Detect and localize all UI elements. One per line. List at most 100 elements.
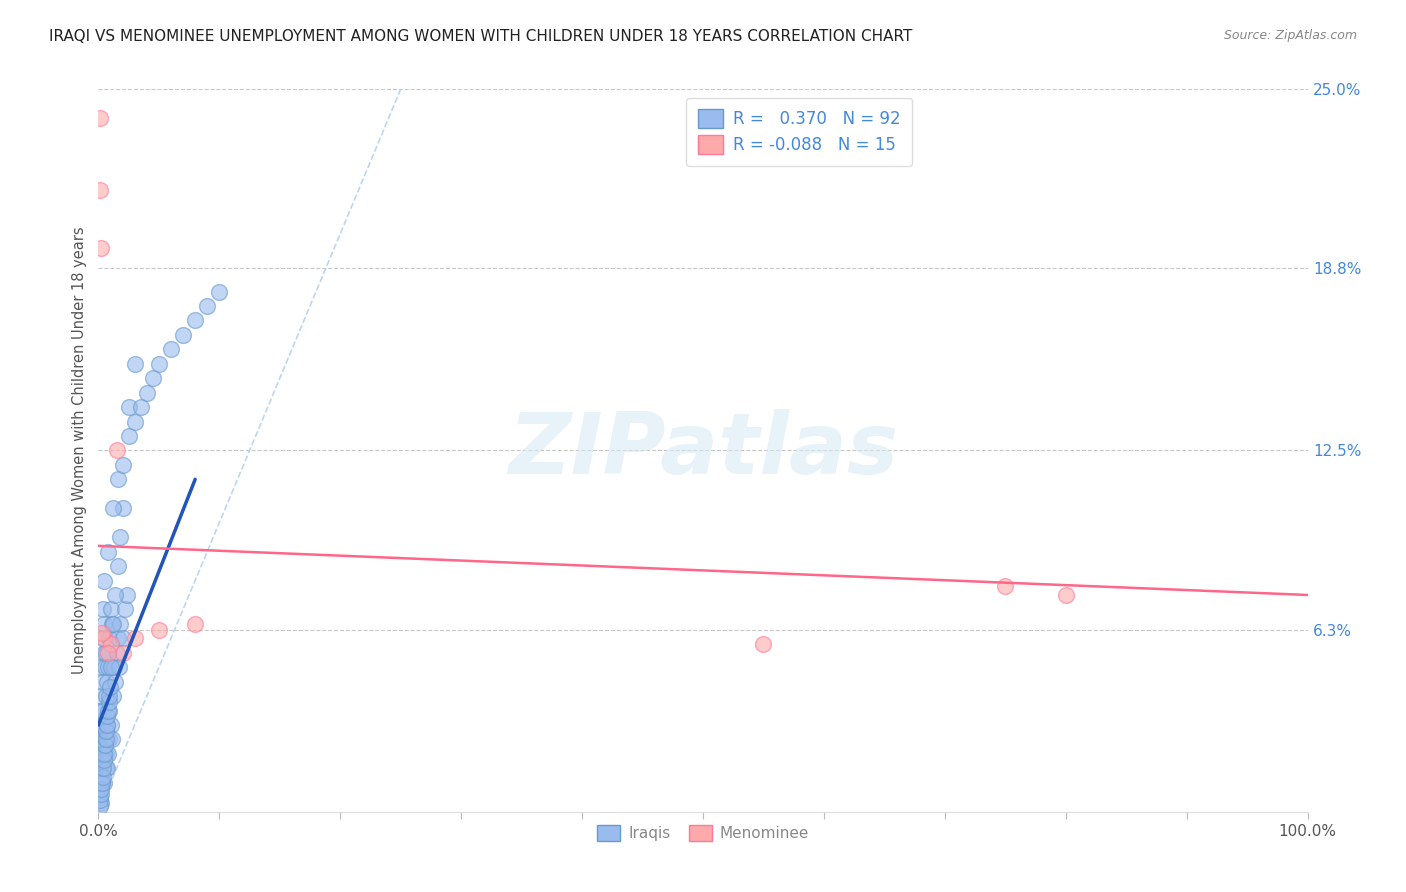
Point [135, 385, 157, 400]
Point [89, 776, 111, 790]
Point [108, 660, 131, 674]
Point [90, 796, 112, 810]
Point [91, 625, 114, 640]
Point [93, 776, 115, 790]
Point [108, 616, 131, 631]
Point [172, 327, 194, 342]
Point [90, 747, 112, 761]
Point [93, 718, 115, 732]
Point [752, 637, 775, 651]
Point [91, 674, 114, 689]
Point [91, 718, 114, 732]
Point [111, 632, 134, 646]
Point [994, 579, 1017, 593]
Point [94, 732, 117, 747]
Point [208, 285, 231, 299]
Text: ZIPatlas: ZIPatlas [508, 409, 898, 492]
Point [100, 732, 122, 747]
Point [114, 602, 136, 616]
Point [93, 747, 115, 761]
Point [91, 761, 114, 775]
Point [118, 400, 141, 414]
Point [90, 689, 112, 703]
Point [96, 718, 118, 732]
Point [100, 616, 122, 631]
Point [111, 501, 134, 516]
Point [89, 111, 111, 125]
Point [96, 709, 118, 723]
Point [142, 371, 165, 385]
Point [89, 790, 111, 805]
Point [98, 689, 121, 703]
Point [94, 732, 117, 747]
Point [107, 632, 129, 646]
Point [91, 776, 114, 790]
Y-axis label: Unemployment Among Women with Children Under 18 years: Unemployment Among Women with Children U… [72, 227, 87, 674]
Point [91, 602, 114, 616]
Point [93, 646, 115, 660]
Point [101, 501, 124, 516]
Point [90, 781, 112, 796]
Point [108, 530, 131, 544]
Point [97, 747, 120, 761]
Point [160, 343, 183, 357]
Point [96, 718, 118, 732]
Legend: Iraqis, Menominee: Iraqis, Menominee [592, 819, 814, 847]
Point [104, 588, 127, 602]
Point [98, 732, 121, 747]
Text: Source: ZipAtlas.com: Source: ZipAtlas.com [1223, 29, 1357, 43]
Point [91, 704, 114, 718]
Point [129, 400, 152, 414]
Point [90, 788, 112, 802]
Point [100, 660, 122, 674]
Point [117, 588, 139, 602]
Point [93, 753, 115, 767]
Point [97, 660, 120, 674]
Point [94, 689, 117, 703]
Point [97, 704, 120, 718]
Point [101, 689, 124, 703]
Point [96, 761, 118, 775]
Point [107, 559, 129, 574]
Point [184, 313, 207, 327]
Point [100, 718, 122, 732]
Point [97, 646, 120, 660]
Point [184, 616, 207, 631]
Point [93, 747, 115, 761]
Point [148, 357, 170, 371]
Point [90, 241, 112, 255]
Point [1054, 588, 1077, 602]
Text: IRAQI VS MENOMINEE UNEMPLOYMENT AMONG WOMEN WITH CHILDREN UNDER 18 YEARS CORRELA: IRAQI VS MENOMINEE UNEMPLOYMENT AMONG WO… [49, 29, 912, 45]
Point [89, 704, 111, 718]
Point [101, 616, 124, 631]
Point [97, 695, 120, 709]
Point [98, 632, 121, 646]
Point [96, 723, 118, 738]
Point [118, 429, 141, 443]
Point [91, 732, 114, 747]
Point [111, 458, 134, 472]
Point [89, 793, 111, 807]
Point [91, 776, 114, 790]
Point [97, 704, 120, 718]
Point [91, 770, 114, 784]
Point [98, 681, 121, 695]
Point [89, 732, 111, 747]
Point [100, 602, 122, 616]
Point [97, 544, 120, 558]
Point [195, 299, 218, 313]
Point [107, 472, 129, 486]
Point [103, 660, 125, 674]
Point [148, 623, 170, 637]
Point [105, 443, 128, 458]
Point [105, 646, 128, 660]
Point [89, 799, 111, 814]
Point [111, 646, 134, 660]
Point [89, 183, 111, 197]
Point [94, 761, 117, 775]
Point [93, 616, 115, 631]
Point [93, 574, 115, 588]
Point [90, 660, 112, 674]
Point [93, 632, 115, 646]
Point [124, 415, 146, 429]
